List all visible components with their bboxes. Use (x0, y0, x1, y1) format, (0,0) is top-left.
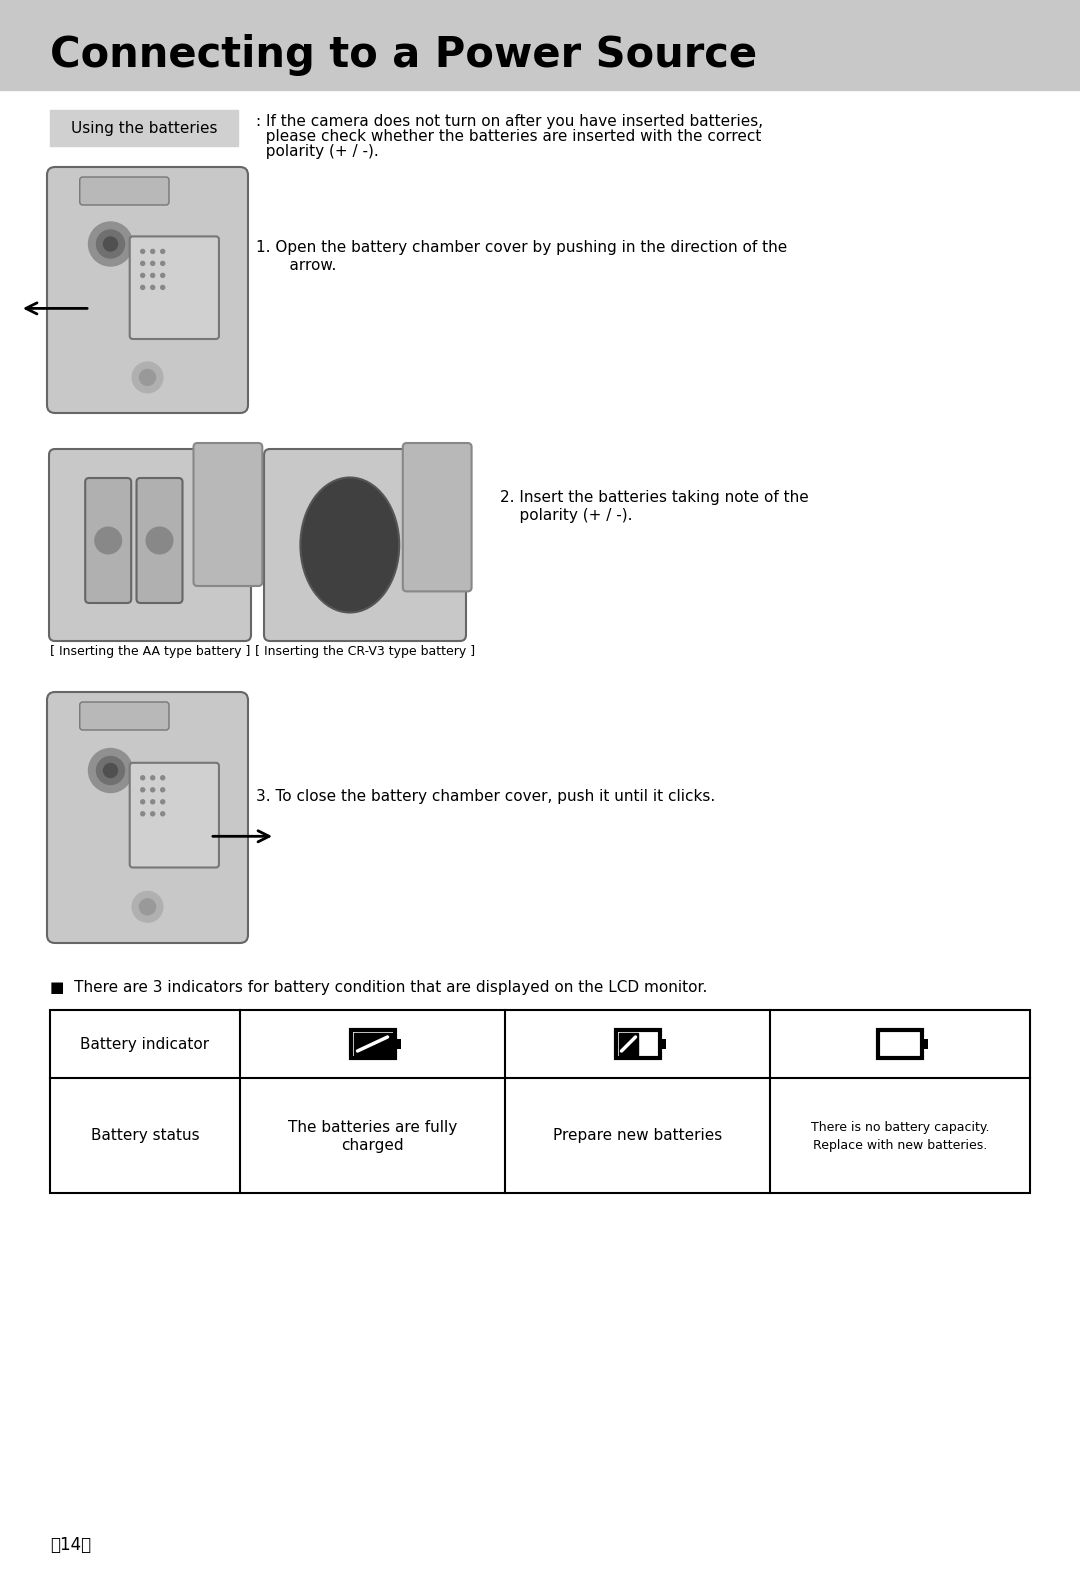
Bar (50, 109, 238, 146)
Circle shape (96, 756, 124, 785)
Circle shape (146, 528, 173, 553)
FancyBboxPatch shape (85, 479, 131, 602)
Circle shape (140, 262, 145, 265)
FancyBboxPatch shape (49, 449, 251, 640)
Circle shape (161, 775, 164, 780)
FancyBboxPatch shape (130, 762, 219, 867)
Circle shape (151, 285, 154, 290)
Bar (660, 1040, 665, 1049)
FancyBboxPatch shape (48, 693, 248, 943)
Bar (0, 0, 1080, 90)
Text: [ Inserting the AA type battery ]: [ Inserting the AA type battery ] (50, 645, 251, 658)
Circle shape (161, 273, 164, 277)
Circle shape (161, 249, 164, 254)
FancyBboxPatch shape (80, 178, 168, 204)
Circle shape (140, 812, 145, 816)
Text: polarity (+ / -).: polarity (+ / -). (256, 144, 379, 158)
Circle shape (104, 764, 118, 778)
FancyBboxPatch shape (264, 449, 465, 640)
Text: : If the camera does not turn on after you have inserted batteries,: : If the camera does not turn on after y… (256, 114, 764, 128)
Text: Battery status: Battery status (91, 1129, 200, 1143)
Circle shape (96, 230, 124, 258)
FancyBboxPatch shape (403, 442, 472, 591)
Text: polarity (+ / -).: polarity (+ / -). (500, 509, 633, 523)
Text: charged: charged (341, 1138, 404, 1152)
Circle shape (140, 273, 145, 277)
FancyBboxPatch shape (193, 442, 262, 586)
Text: arrow.: arrow. (270, 258, 336, 273)
Text: 2. Insert the batteries taking note of the: 2. Insert the batteries taking note of t… (500, 490, 809, 506)
Ellipse shape (300, 477, 400, 612)
Bar (351, 1030, 394, 1059)
Circle shape (151, 788, 154, 792)
Text: Prepare new batteries: Prepare new batteries (553, 1129, 723, 1143)
Bar (922, 1040, 928, 1049)
Circle shape (151, 262, 154, 265)
Circle shape (89, 222, 133, 266)
Circle shape (140, 788, 145, 792)
Circle shape (140, 775, 145, 780)
Text: Using the batteries: Using the batteries (71, 120, 217, 135)
Bar (616, 1030, 660, 1059)
Text: Battery indicator: Battery indicator (80, 1037, 210, 1051)
Circle shape (139, 369, 156, 385)
Circle shape (151, 800, 154, 804)
Text: 《14》: 《14》 (50, 1536, 91, 1553)
Text: The batteries are fully: The batteries are fully (288, 1121, 457, 1135)
FancyBboxPatch shape (80, 702, 168, 731)
Circle shape (95, 528, 121, 553)
Text: 3. To close the battery chamber cover, push it until it clicks.: 3. To close the battery chamber cover, p… (256, 789, 715, 804)
Bar (878, 1030, 922, 1059)
Text: Replace with new batteries.: Replace with new batteries. (813, 1140, 987, 1152)
Circle shape (161, 788, 164, 792)
FancyBboxPatch shape (136, 479, 183, 602)
Circle shape (161, 285, 164, 290)
Text: please check whether the batteries are inserted with the correct: please check whether the batteries are i… (256, 128, 761, 144)
Circle shape (151, 273, 154, 277)
Circle shape (151, 812, 154, 816)
Text: Connecting to a Power Source: Connecting to a Power Source (50, 33, 757, 76)
Circle shape (140, 285, 145, 290)
Text: [ Inserting the CR-V3 type battery ]: [ Inserting the CR-V3 type battery ] (255, 645, 475, 658)
Circle shape (151, 249, 154, 254)
Circle shape (104, 238, 118, 250)
Bar (619, 1033, 637, 1056)
Circle shape (133, 892, 162, 922)
Text: ■  There are 3 indicators for battery condition that are displayed on the LCD mo: ■ There are 3 indicators for battery con… (50, 980, 707, 995)
Circle shape (140, 249, 145, 254)
Bar (353, 1033, 391, 1056)
Circle shape (133, 363, 162, 393)
Circle shape (89, 748, 133, 792)
Circle shape (161, 262, 164, 265)
Circle shape (151, 775, 154, 780)
Circle shape (139, 899, 156, 915)
Bar (394, 1040, 401, 1049)
Circle shape (161, 812, 164, 816)
FancyBboxPatch shape (130, 236, 219, 339)
Bar (50, 1010, 1030, 1194)
Circle shape (140, 800, 145, 804)
Text: 1. Open the battery chamber cover by pushing in the direction of the: 1. Open the battery chamber cover by pus… (256, 239, 787, 255)
Circle shape (161, 800, 164, 804)
Text: There is no battery capacity.: There is no battery capacity. (811, 1121, 989, 1133)
FancyBboxPatch shape (48, 166, 248, 414)
